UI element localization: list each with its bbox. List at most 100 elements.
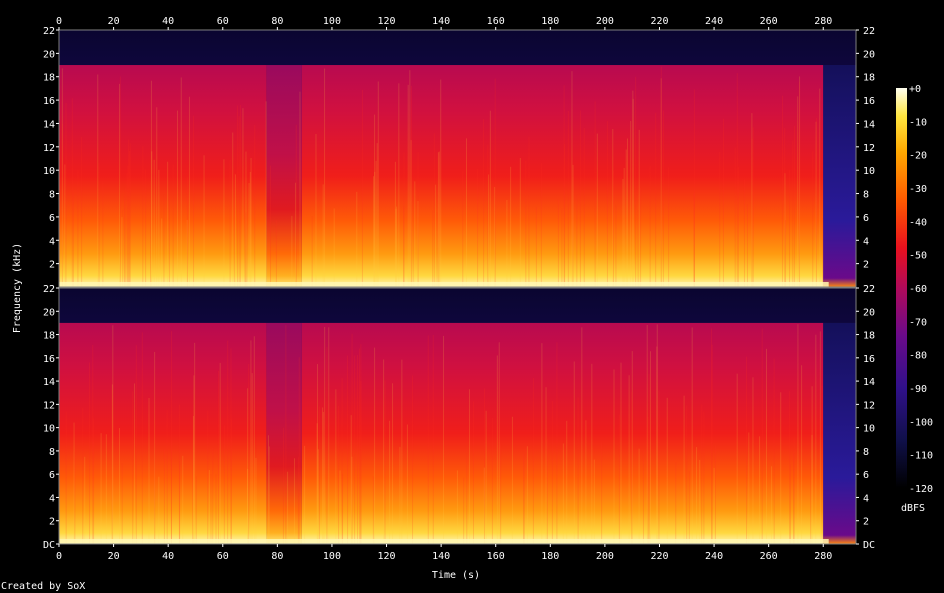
texture-streak bbox=[192, 448, 194, 544]
texture-streak bbox=[249, 172, 251, 287]
texture-streak bbox=[797, 324, 799, 544]
texture-streak bbox=[236, 105, 238, 288]
texture-streak bbox=[339, 470, 341, 544]
y-tick-label-left: 6 bbox=[49, 213, 55, 224]
texture-streak bbox=[526, 446, 528, 544]
texture-streak bbox=[338, 405, 340, 544]
texture-streak bbox=[163, 449, 165, 544]
texture-streak bbox=[128, 150, 130, 287]
texture-streak bbox=[150, 181, 152, 287]
texture-streak bbox=[282, 427, 284, 544]
texture-streak bbox=[746, 356, 748, 544]
texture-streak bbox=[494, 78, 496, 287]
texture-streak bbox=[254, 124, 256, 287]
texture-streak bbox=[812, 151, 814, 287]
texture-streak bbox=[129, 143, 131, 287]
texture-streak bbox=[285, 324, 287, 544]
texture-streak bbox=[523, 451, 525, 544]
spectrogram-segment bbox=[823, 322, 856, 544]
texture-streak bbox=[270, 165, 272, 287]
texture-streak bbox=[153, 159, 155, 287]
texture-streak bbox=[688, 470, 690, 544]
texture-streak bbox=[247, 468, 249, 544]
texture-streak bbox=[675, 462, 677, 544]
y-tick-label-right: 16 bbox=[863, 354, 875, 365]
spectrogram-segment bbox=[301, 65, 824, 287]
colorbar-tick-label: -90 bbox=[909, 384, 927, 395]
texture-streak bbox=[799, 76, 801, 288]
texture-streak bbox=[483, 119, 485, 287]
texture-streak bbox=[275, 220, 277, 287]
texture-streak bbox=[668, 167, 670, 287]
texture-streak bbox=[466, 453, 468, 544]
texture-streak bbox=[510, 166, 512, 287]
texture-streak bbox=[572, 176, 574, 287]
texture-streak bbox=[773, 358, 775, 544]
texture-streak bbox=[496, 355, 498, 544]
spectrogram-segment bbox=[266, 65, 302, 287]
texture-streak bbox=[93, 418, 95, 544]
texture-streak bbox=[150, 80, 152, 288]
y-tick-label-right: 10 bbox=[863, 424, 875, 435]
texture-streak bbox=[701, 404, 703, 544]
texture-streak bbox=[389, 420, 391, 544]
texture-streak bbox=[351, 333, 353, 544]
colorbar-tick-label: -10 bbox=[909, 117, 927, 128]
texture-streak bbox=[324, 326, 326, 544]
texture-streak bbox=[177, 110, 179, 288]
texture-streak bbox=[647, 416, 649, 544]
texture-streak bbox=[761, 328, 763, 544]
texture-streak bbox=[239, 104, 241, 287]
bass-band bbox=[59, 282, 829, 287]
spectrogram-segment bbox=[823, 65, 856, 287]
texture-streak bbox=[743, 179, 745, 287]
y-tick-label-left: 20 bbox=[43, 49, 55, 60]
texture-streak bbox=[170, 442, 172, 544]
texture-streak bbox=[436, 212, 438, 287]
texture-streak bbox=[713, 467, 715, 544]
colorbar-tick-label: -30 bbox=[909, 184, 927, 195]
texture-streak bbox=[462, 171, 464, 287]
y-tick-label-right: 4 bbox=[863, 493, 869, 504]
texture-streak bbox=[748, 432, 750, 544]
texture-streak bbox=[438, 155, 440, 287]
texture-streak bbox=[456, 470, 458, 544]
texture-streak bbox=[395, 208, 397, 287]
colorbar-tick-label: -100 bbox=[909, 417, 933, 428]
texture-streak bbox=[623, 167, 625, 287]
texture-streak bbox=[374, 114, 376, 288]
x-tick-label-bottom: 40 bbox=[162, 551, 174, 562]
colorbar bbox=[896, 88, 907, 488]
texture-streak bbox=[203, 155, 205, 287]
texture-streak bbox=[563, 85, 565, 288]
texture-streak bbox=[248, 183, 250, 287]
y-tick-label-right: 14 bbox=[863, 119, 875, 130]
texture-streak bbox=[638, 448, 640, 544]
texture-streak bbox=[407, 84, 409, 288]
texture-streak bbox=[170, 331, 172, 544]
texture-streak bbox=[251, 373, 253, 544]
texture-streak bbox=[557, 199, 559, 287]
texture-streak bbox=[781, 95, 783, 287]
texture-streak bbox=[246, 201, 248, 287]
y-tick-label-right: 22 bbox=[863, 26, 875, 37]
texture-streak bbox=[498, 342, 500, 544]
texture-streak bbox=[577, 397, 579, 544]
y-tick-label-right: 12 bbox=[863, 400, 875, 411]
texture-streak bbox=[648, 374, 650, 544]
texture-streak bbox=[638, 129, 640, 287]
y-tick-label-right: 12 bbox=[863, 143, 875, 154]
texture-streak bbox=[291, 215, 293, 287]
y-tick-label-right: 4 bbox=[863, 236, 869, 247]
texture-streak bbox=[119, 83, 121, 287]
x-tick-label-top: 140 bbox=[432, 16, 450, 27]
colorbar-tick-label: +0 bbox=[909, 84, 921, 95]
texture-streak bbox=[227, 340, 229, 544]
texture-streak bbox=[299, 91, 301, 287]
texture-streak bbox=[384, 380, 386, 544]
texture-streak bbox=[223, 159, 225, 287]
texture-streak bbox=[683, 395, 685, 544]
texture-streak bbox=[372, 176, 374, 287]
texture-streak bbox=[145, 169, 147, 287]
texture-streak bbox=[112, 325, 114, 544]
